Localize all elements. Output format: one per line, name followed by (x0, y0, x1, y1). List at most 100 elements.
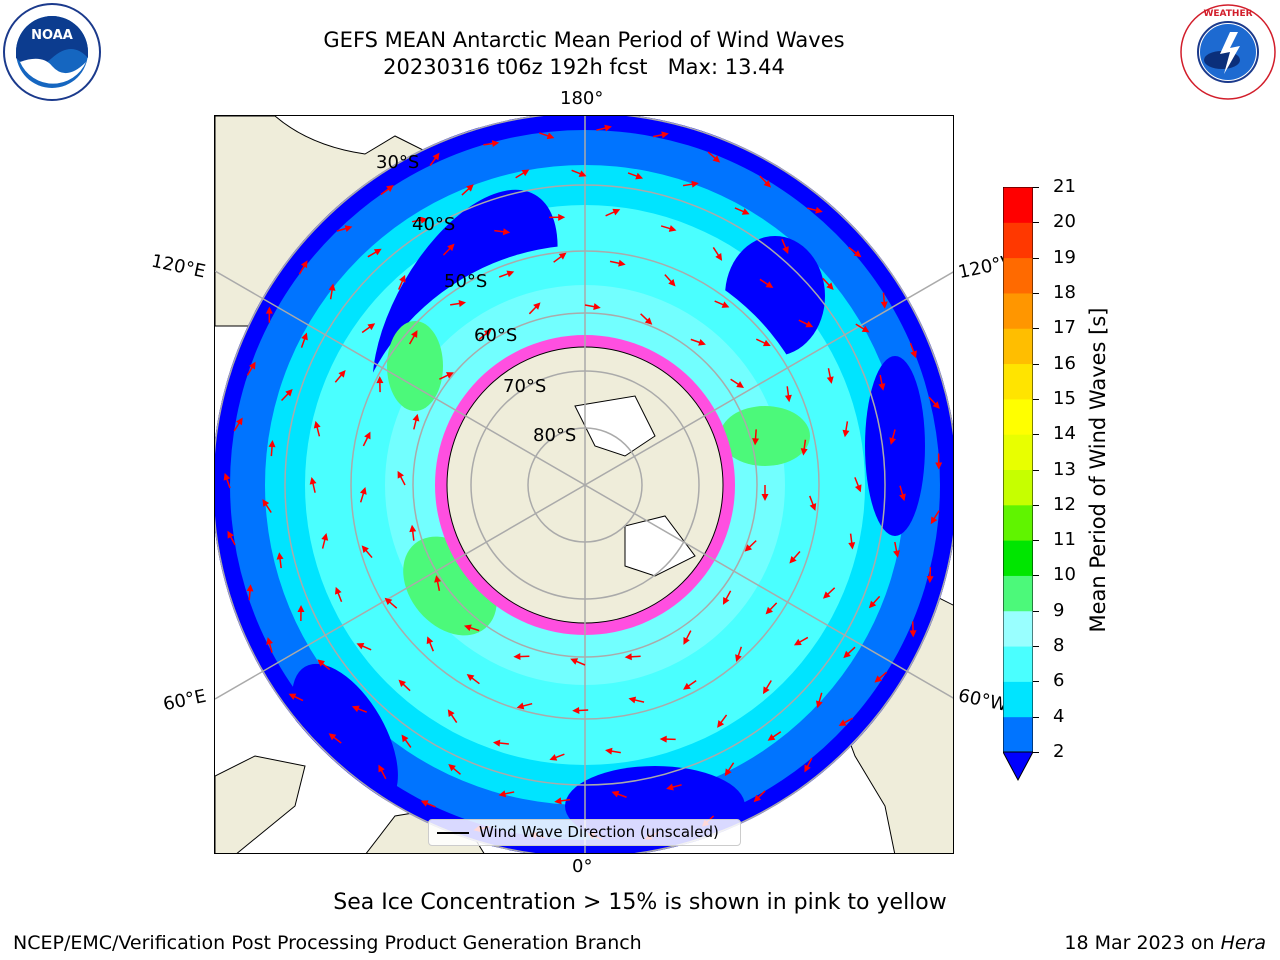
wave-arrow-head (248, 361, 256, 370)
colorbar-segment (1003, 681, 1033, 718)
wave-arrow-head (666, 783, 674, 791)
colorbar-tick-label: 12 (1053, 493, 1076, 515)
footer-date-text: 18 Mar 2023 on (1064, 932, 1221, 954)
wave-arrow-head (868, 600, 877, 609)
footer-date: 18 Mar 2023 on Hera (1064, 932, 1266, 954)
svg-text:WEATHER: WEATHER (1203, 9, 1252, 19)
wave-arrow-head (448, 764, 456, 772)
wave-arrow-head (466, 184, 474, 192)
wave-arrow-head (328, 283, 336, 291)
wave-arrow-head (376, 376, 384, 384)
wave-arrow-head (432, 152, 440, 161)
wave-arrow-head (572, 706, 580, 714)
lon-label-60w: 60°W (956, 685, 1010, 716)
wave-arrow-head (491, 140, 500, 148)
wave-arrow-head (321, 533, 329, 541)
colorbar-tick-mark (1033, 504, 1039, 506)
wave-arrow-head (618, 259, 626, 267)
wave-arrow-head (313, 420, 321, 429)
colorbar-tick-label: 14 (1053, 423, 1076, 445)
wave-arrow-head (338, 369, 346, 378)
wave-arrow-head (683, 636, 690, 645)
noaa-logo: NOAA (3, 3, 101, 101)
wave-arrow-head (842, 429, 850, 438)
wave-arrow-head (364, 431, 371, 440)
antarctic-map: Wind Wave Direction (unscaled) (214, 115, 954, 854)
wave-arrow-head (698, 339, 706, 346)
wave-arrow-head (266, 637, 273, 645)
colorbar-tick-label: 9 (1053, 599, 1065, 621)
colorbar-tick-label: 2 (1053, 741, 1065, 762)
svg-text:NOAA: NOAA (31, 28, 73, 43)
wave-arrow-head (762, 686, 770, 695)
wave-arrow-head (878, 383, 886, 391)
wave-arrow-head (635, 172, 644, 180)
lon-label-120e: 120°E (149, 250, 208, 283)
wave-arrow-head (397, 470, 404, 479)
colorbar-segment (1003, 575, 1033, 612)
wave-arrow-head (492, 739, 501, 747)
colorbar-label: Mean Period of Wind Waves [s] (1086, 307, 1110, 633)
wave-arrow-head (301, 332, 308, 341)
wave-arrow-head (447, 709, 455, 718)
colorbar-tick-label: 6 (1053, 670, 1065, 692)
wave-arrow-head (668, 225, 677, 232)
wave-arrow-head (265, 306, 273, 314)
colorbar-tick-label: 20 (1053, 211, 1076, 233)
wave-arrow-head (466, 673, 475, 682)
lat-label-50s: 50°S (444, 271, 488, 292)
wave-arrow-head (628, 696, 637, 704)
wave-arrow-head (744, 544, 753, 552)
wave-arrow-head (359, 487, 367, 495)
colorbar-tick-mark (1033, 646, 1039, 648)
colorbar-tick-mark (1033, 292, 1039, 294)
wave-arrow-head (570, 658, 579, 665)
wave-arrow-head (722, 597, 730, 605)
colorbar-under-arrow (1003, 751, 1033, 782)
wave-arrow-head (434, 575, 442, 583)
colorbar-tick-label: 11 (1053, 529, 1076, 551)
wave-arrow-head (761, 494, 769, 501)
lon-label-0: 0° (572, 856, 593, 877)
colorbar-segment (1003, 646, 1033, 682)
wave-arrow-head (661, 131, 669, 139)
wave-arrow-head (605, 747, 613, 755)
wave-arrow-head (765, 281, 774, 289)
wave-arrow-head (513, 653, 521, 661)
wave-arrow-head (809, 503, 817, 511)
wave-arrow-head (361, 545, 369, 553)
wave-arrow-head (420, 800, 429, 807)
wave-arrow-head (288, 693, 297, 700)
wave-arrow-head (285, 388, 293, 397)
wave-arrow-head (804, 764, 811, 773)
wave-arrow-head (506, 270, 515, 278)
wave-arrow-head (446, 372, 454, 379)
colorbar-tick-mark (1033, 681, 1039, 683)
map-subtitle: 20230316 t06z 192h fcst Max: 13.44 (383, 55, 785, 79)
colorbar-tick-mark (1033, 575, 1039, 577)
wave-arrow-head (378, 764, 385, 773)
colorbar-tick-mark (1033, 363, 1039, 365)
colorbar-segment (1003, 257, 1033, 294)
wave-arrow-head (805, 320, 814, 328)
wave-arrow-head (753, 794, 762, 803)
wave-arrow-head (426, 636, 434, 645)
footer-host: Hera (1220, 932, 1266, 954)
colorbar-segment (1003, 716, 1033, 753)
wave-arrow-head (763, 180, 772, 188)
colorbar-tick-label: 8 (1053, 635, 1065, 657)
wave-arrow-head (458, 300, 466, 307)
wave-arrow-head (409, 524, 417, 533)
wave-arrow-head (483, 329, 492, 337)
wave-arrow-head (789, 555, 797, 564)
wave-arrow-head (328, 733, 337, 741)
wave-arrow-head (926, 575, 934, 584)
wave-arrow-head (826, 282, 834, 290)
wave-arrow-head (344, 225, 353, 232)
wave-arrow-head (317, 659, 325, 667)
colorbar-tick-mark (1033, 222, 1039, 224)
wave-arrow-head (861, 325, 870, 333)
wave-arrow-head (246, 584, 254, 592)
wave-arrow-head (578, 170, 587, 177)
wave-arrow-head (356, 642, 365, 650)
